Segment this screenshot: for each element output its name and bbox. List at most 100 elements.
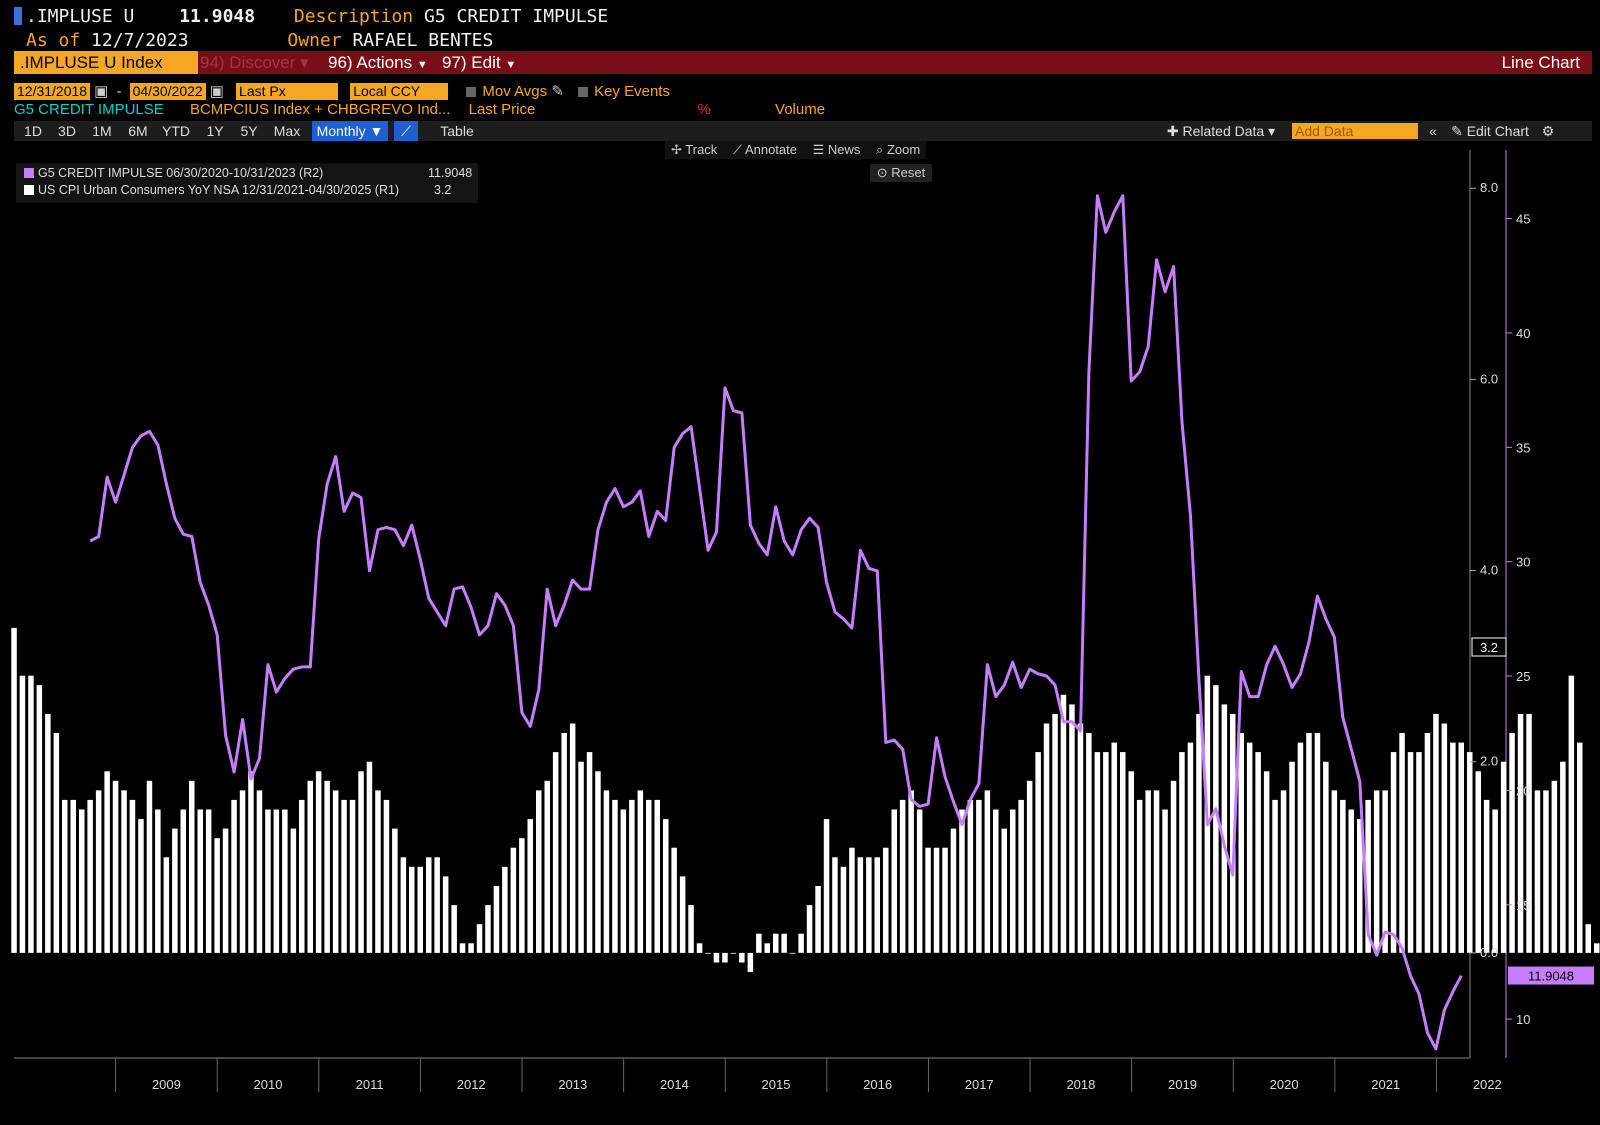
pencil-icon[interactable]: ✎ [551, 83, 564, 100]
x-tick-label: 2018 [1066, 1077, 1095, 1092]
cpi-bar [375, 790, 381, 953]
cpi-bar [705, 952, 711, 954]
gear-icon[interactable]: ⚙ [1541, 123, 1555, 139]
currency-select[interactable]: Local CCY [350, 83, 449, 100]
cpi-bar [527, 819, 533, 953]
x-tick-label: 2022 [1473, 1077, 1502, 1092]
start-date-field[interactable]: 12/31/2018 [14, 83, 91, 100]
annotate-tool[interactable]: ⟋ Annotate [732, 142, 797, 157]
end-date-field[interactable]: 04/30/2022 [129, 83, 206, 100]
news-tool[interactable]: ☰ News [812, 142, 861, 157]
cpi-bar [1060, 694, 1067, 953]
cpi-bar [561, 733, 567, 953]
cpi-bar [1458, 742, 1464, 953]
edit-chart-button[interactable]: ✎ Edit Chart [1451, 123, 1529, 139]
cpi-bar [459, 943, 466, 953]
left-tick-label: 8.0 [1480, 180, 1498, 195]
cpi-bar [1568, 675, 1575, 953]
track-label: Track [685, 142, 718, 157]
series-name[interactable]: G5 CREDIT IMPULSE [14, 101, 164, 118]
add-data-input[interactable]: Add Data [1292, 123, 1418, 139]
right-tick-label: 25 [1516, 669, 1530, 684]
cpi-bar [1594, 943, 1600, 953]
cpi-bar [1407, 752, 1414, 953]
cpi-bar [299, 799, 305, 953]
cpi-bar [781, 933, 787, 953]
period-3d[interactable]: 3D [58, 123, 76, 139]
cpi-bar [1323, 761, 1329, 953]
line-chart-icon[interactable]: ⟋ [394, 121, 418, 141]
cpi-bar [1577, 742, 1583, 953]
cpi-bar [722, 952, 728, 963]
track-tool[interactable]: ✢ Track [671, 142, 718, 157]
cpi-bar [180, 809, 186, 953]
cpi-bar [1373, 790, 1380, 953]
actions-button[interactable]: 96) Actions ▼ [328, 53, 428, 72]
cpi-bar [1433, 713, 1439, 953]
cpi-bar [36, 685, 43, 953]
cpi-bar [392, 828, 398, 953]
security-field[interactable]: .IMPLUSE U Index [14, 51, 198, 74]
table-button[interactable]: Table [440, 123, 474, 139]
cpi-bar [87, 799, 93, 953]
cpi-bar [493, 886, 500, 953]
cpi-bar [502, 866, 508, 953]
cpi-bar [1221, 704, 1228, 953]
asof-label: As of [26, 30, 81, 51]
description-label: Description [293, 6, 414, 27]
edit-button[interactable]: 97) Edit ▼ [442, 53, 517, 72]
cpi-bar [1500, 761, 1507, 953]
cpi-bar [866, 857, 872, 953]
impulse-last-badge [1508, 966, 1594, 985]
cpi-bar [1179, 752, 1185, 953]
cpi-bar [569, 723, 576, 953]
period-max[interactable]: Max [273, 123, 301, 139]
volume-field[interactable]: Volume [775, 101, 826, 118]
period-1y[interactable]: 1Y [206, 123, 224, 139]
cpi-bar [942, 847, 948, 953]
period-ytd[interactable]: YTD [162, 123, 190, 139]
cpi-bar [789, 952, 796, 954]
cpi-bar [189, 780, 195, 953]
cpi-bar [925, 847, 931, 953]
period-6m[interactable]: 6M [128, 123, 148, 139]
cpi-bar [1551, 780, 1558, 953]
cpi-bar [1390, 752, 1397, 953]
zoom-tool[interactable]: ⌕ Zoom [876, 142, 921, 157]
price-field-select[interactable]: Last Px [236, 83, 339, 100]
chart-controls-row: 12/31/2018 ▣ - 04/30/2022 ▣ Last Px Local … [14, 82, 670, 100]
period-1m[interactable]: 1M [92, 123, 112, 139]
frequency-select[interactable]: Monthly ▼ [312, 121, 388, 141]
series-formula[interactable]: BCMPCIUS Index + CHBGREVO Ind... [189, 101, 451, 118]
cpi-bar [1365, 799, 1371, 953]
related-data-button[interactable]: ✚ Related Data ▾ [1166, 123, 1276, 139]
cpi-bar [239, 790, 246, 953]
cpi-bar [349, 799, 356, 953]
series-row: G5 CREDIT IMPULSE BCMPCIUS Index + CHBGR… [14, 101, 825, 119]
security-color-marker [14, 7, 22, 25]
calendar-icon[interactable]: ▣ [94, 83, 109, 100]
discover-button[interactable]: 94) Discover ▾ [200, 53, 309, 72]
command-toolbar: .IMPLUSE U Index 94) Discover ▾ 96) Acti… [14, 51, 1592, 74]
legend-item-cpi[interactable]: US CPI Urban Consumers YoY NSA 12/31/202… [24, 183, 399, 197]
mov-avgs-checkbox[interactable] [466, 87, 477, 97]
left-tick-label: 2.0 [1480, 754, 1498, 769]
cpi-bar [222, 828, 229, 953]
percent-toggle[interactable]: % [697, 101, 711, 118]
collapse-icon[interactable]: « [1429, 123, 1437, 139]
cpi-bar [916, 809, 923, 953]
description-value: G5 CREDIT IMPULSE [423, 6, 609, 27]
legend-item-impulse[interactable]: G5 CREDIT IMPULSE 06/30/2020-10/31/2023 … [24, 166, 323, 180]
x-tick-label: 2010 [254, 1077, 283, 1092]
reset-button[interactable]: ⊙ Reset [870, 164, 932, 182]
calendar-icon[interactable]: ▣ [209, 83, 224, 100]
key-events-checkbox[interactable] [578, 87, 589, 97]
period-5y[interactable]: 5Y [240, 123, 258, 139]
cpi-bar [1145, 790, 1151, 953]
series-field[interactable]: Last Price [468, 101, 536, 118]
cpi-bar [1238, 733, 1244, 953]
cpi-bar [1289, 761, 1295, 953]
period-1d[interactable]: 1D [24, 123, 42, 139]
owner-value: RAFAEL BENTES [352, 30, 494, 51]
cpi-bar [1585, 924, 1591, 953]
